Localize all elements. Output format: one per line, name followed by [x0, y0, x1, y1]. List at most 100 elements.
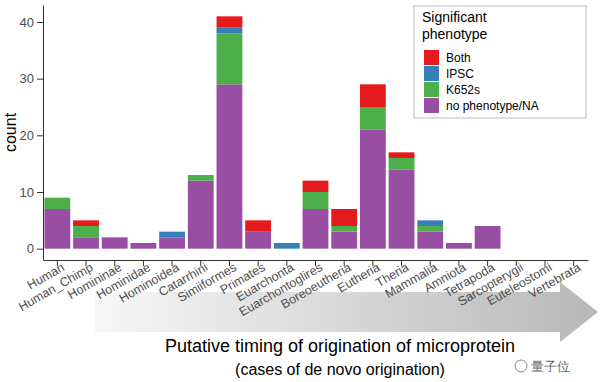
- bar-segment: [446, 243, 472, 244]
- bar-segment: [217, 33, 243, 84]
- bar-segment: [188, 175, 214, 176]
- bar-segment: [159, 237, 185, 248]
- bar-segment: [44, 197, 70, 198]
- legend-item: K652s: [424, 82, 480, 97]
- bar-segment: [561, 248, 587, 249]
- bar-segment: [274, 243, 300, 244]
- bar-segment: [217, 16, 243, 27]
- bar-segment: [360, 130, 386, 249]
- y-axis: 0 10 20 30 40: [20, 6, 44, 261]
- bar-segment: [102, 237, 128, 248]
- bar-segment: [44, 209, 70, 249]
- y-tick-mark: [37, 249, 43, 250]
- bar-segment: [389, 158, 415, 169]
- bar-segment: [389, 169, 415, 248]
- bar-segment: [274, 243, 300, 249]
- bar-segment: [130, 243, 156, 244]
- bar-segment: [217, 84, 243, 248]
- y-tick: 20: [20, 128, 43, 143]
- bar-segment: [389, 152, 415, 158]
- bar-segment: [446, 243, 472, 244]
- bar-segment: [532, 248, 558, 249]
- bars: [44, 16, 500, 248]
- bar-segment: [561, 248, 587, 249]
- legend-item: Both: [424, 50, 471, 65]
- bar-segment: [417, 226, 443, 232]
- bar-segment: [188, 175, 214, 176]
- legend-swatch: [424, 98, 439, 113]
- bar-segment: [417, 220, 443, 221]
- bar-segment: [102, 237, 128, 238]
- y-tick-label: 0: [27, 241, 34, 256]
- bar-segment: [503, 248, 529, 249]
- bar-segment: [102, 237, 128, 238]
- legend: Significantphenotype Both IPSC K652s no phen…: [414, 6, 586, 118]
- bar-segment: [503, 248, 529, 249]
- bar-segment: [245, 232, 271, 249]
- y-tick-label: 30: [20, 71, 34, 86]
- y-tick-mark: [37, 192, 43, 193]
- bar-segment: [331, 232, 357, 249]
- legend-item: IPSC: [424, 66, 474, 81]
- bar-segment: [73, 237, 99, 248]
- watermark: 量子位: [515, 359, 570, 374]
- legend-label: no phenotype/NA: [446, 99, 539, 113]
- y-tick-label: 10: [20, 185, 34, 200]
- y-tick: 30: [20, 71, 43, 86]
- y-tick: 10: [20, 185, 43, 200]
- bar-segment: [303, 181, 329, 192]
- legend-label: Both: [446, 51, 471, 65]
- y-tick-label: 40: [20, 15, 34, 30]
- y-tick: 0: [27, 241, 43, 256]
- bar-segment: [159, 231, 185, 232]
- y-tick-mark: [37, 22, 43, 23]
- bar-segment: [44, 198, 70, 209]
- bar-segment: [561, 248, 587, 249]
- x-tick-label: Vertebrata: [526, 260, 583, 301]
- bar-segment: [217, 28, 243, 34]
- bar-segment: [417, 220, 443, 226]
- bar-segment: [475, 226, 501, 227]
- bar-segment: [561, 248, 587, 249]
- bar-segment: [130, 243, 156, 244]
- bar-segment: [475, 226, 501, 227]
- bar-segment: [503, 248, 529, 249]
- bar-segment: [303, 192, 329, 209]
- watermark-icon: [515, 360, 527, 372]
- y-tick: 40: [20, 15, 43, 30]
- bar-segment: [73, 226, 99, 237]
- x-axis-title: (cases of de novo origination): [235, 361, 445, 378]
- bar-segment: [503, 248, 529, 249]
- bar-segment: [73, 220, 99, 226]
- bar-segment: [245, 220, 271, 231]
- legend-title: Significantphenotype: [422, 9, 488, 42]
- x-axis: HumanHuman_ChimpHomininaeHominidaeHomino…: [16, 260, 588, 319]
- bar-segment: [188, 175, 214, 181]
- bar-segment: [130, 243, 156, 249]
- legend-swatch: [424, 82, 439, 97]
- bar-segment: [159, 232, 185, 238]
- watermark-text: 量子位: [531, 359, 570, 374]
- bar-segment: [188, 181, 214, 249]
- bar-segment: [331, 226, 357, 232]
- bar-segment: [446, 243, 472, 249]
- bar-segment: [532, 248, 558, 249]
- legend-box: [414, 6, 586, 118]
- chart: 0 10 20 30 40 HumanHuman_ChimpHomininaeHomini…: [0, 0, 600, 382]
- bar-segment: [331, 209, 357, 226]
- legend-item: no phenotype/NA: [424, 98, 539, 113]
- y-tick-mark: [37, 79, 43, 80]
- y-axis-line: [43, 6, 44, 261]
- x-axis-title: Putative timing of origination of microp…: [165, 336, 515, 356]
- legend-label: K652s: [446, 83, 480, 97]
- bar-segment: [44, 197, 70, 198]
- bar-segment: [532, 248, 558, 249]
- legend-swatch: [424, 50, 439, 65]
- bar-segment: [417, 232, 443, 249]
- bar-segment: [360, 107, 386, 130]
- y-tick-label: 20: [20, 128, 34, 143]
- x-tick: Vertebrata: [526, 260, 583, 301]
- y-axis-title: count: [2, 112, 19, 152]
- bar-segment: [303, 209, 329, 249]
- legend-label: IPSC: [446, 67, 474, 81]
